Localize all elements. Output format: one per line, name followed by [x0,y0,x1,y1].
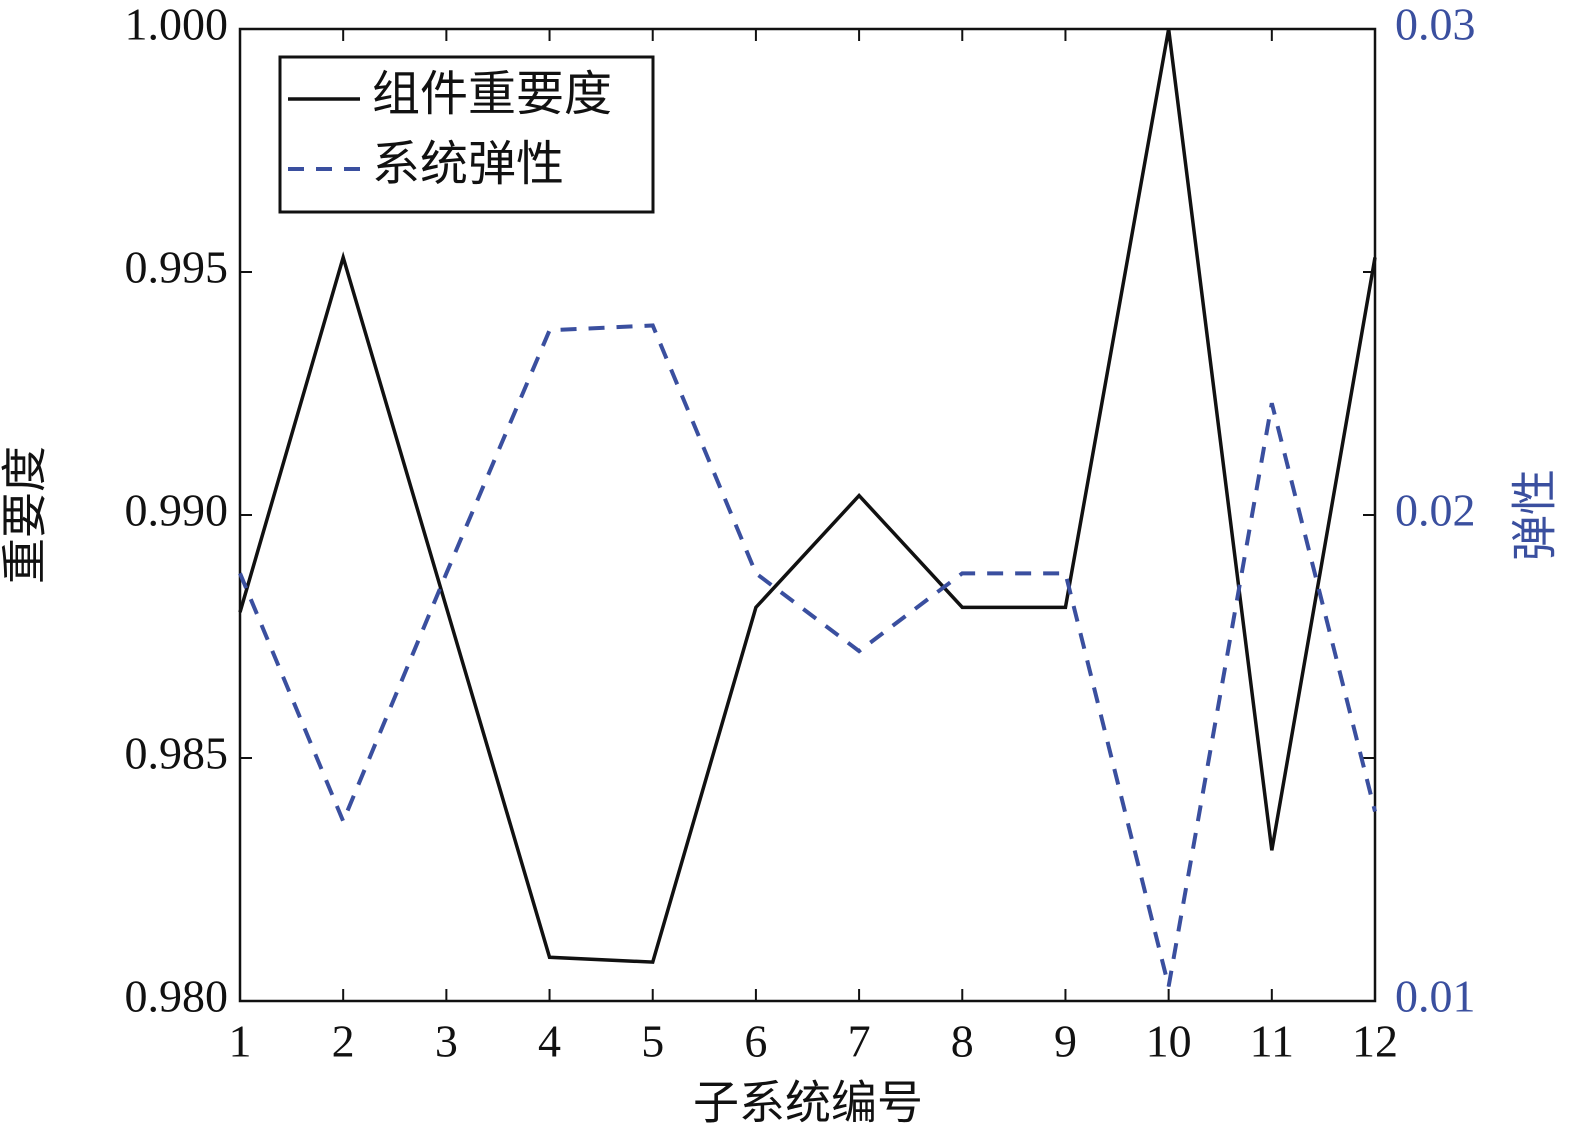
x-tick-label: 7 [848,1016,871,1067]
x-tick-label: 1 [229,1016,252,1067]
y2-tick-label: 0.01 [1395,971,1476,1022]
x-tick-label: 2 [332,1016,355,1067]
series-line [238,323,1377,987]
x-tick-label: 9 [1054,1016,1077,1067]
legend-box [278,55,655,214]
legend-label: 组件重要度 [372,68,612,121]
y-tick-label: 0.985 [125,728,229,779]
y-tick-label: 0.980 [125,971,229,1022]
series-line [238,28,1377,964]
x-tick-label: 11 [1250,1016,1294,1067]
plot-frame [238,27,1377,1003]
y-axis-label: 重要度 [0,446,51,584]
y2-tick-label: 0.03 [1395,0,1476,50]
x-tick-label: 5 [641,1016,664,1067]
x-tick-label: 12 [1352,1016,1398,1067]
y-tick-label: 1.000 [125,0,229,50]
legend-label: 系统弹性 [372,138,564,191]
x-tick-label: 8 [951,1016,974,1067]
x-tick-label: 6 [744,1016,767,1067]
x-tick-label: 3 [435,1016,458,1067]
y2-axis-label: 弹性 [1510,469,1561,561]
x-tick-label: 4 [538,1016,561,1067]
y-tick-label: 0.990 [125,485,229,536]
y2-tick-label: 0.02 [1395,485,1476,536]
x-axis-label: 子系统编号 [693,1078,923,1129]
y-tick-label: 0.995 [125,242,229,293]
x-tick-label: 10 [1146,1016,1192,1067]
